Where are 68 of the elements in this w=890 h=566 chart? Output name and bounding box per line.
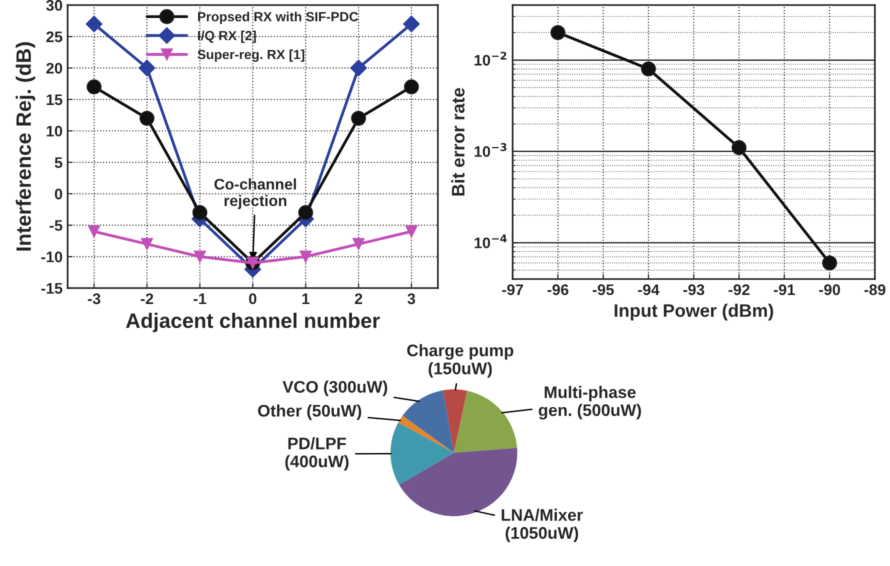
slice-label: Multi-phase gen. (500uW) xyxy=(538,386,641,420)
point xyxy=(140,110,154,126)
pie-slice xyxy=(390,422,454,485)
y-tick-label: 5 xyxy=(54,157,62,168)
point xyxy=(86,16,102,32)
point xyxy=(88,225,100,238)
y-tick-label: 10$^{−4}$ xyxy=(474,234,507,248)
x-axis-title: Input Power (dBm) xyxy=(614,304,774,321)
legend-label: Propsed RX with SIF-PDC xyxy=(198,12,358,24)
legend-label: Super-reg. RX [1] xyxy=(198,49,304,62)
point xyxy=(732,140,746,156)
point xyxy=(352,238,365,250)
point xyxy=(350,60,367,76)
point xyxy=(550,25,566,40)
point xyxy=(298,205,314,220)
x-tick-label: -95 xyxy=(592,284,614,296)
point xyxy=(140,238,154,250)
point xyxy=(403,16,420,32)
point xyxy=(194,250,206,263)
point xyxy=(822,255,838,270)
x-tick-label: -92 xyxy=(728,284,750,296)
pie-slice xyxy=(442,389,468,453)
x-tick-label: -2 xyxy=(140,293,154,304)
legend-label: I/Q RX [2] xyxy=(198,30,256,43)
point xyxy=(138,60,156,76)
y-axis-title: Bit error rate xyxy=(451,88,465,196)
y-tick-label: -5 xyxy=(50,220,62,231)
point xyxy=(300,250,312,263)
slice-label: Charge pump (150uW) xyxy=(407,344,514,378)
slice-label: VCO (300uW) xyxy=(282,380,388,396)
point xyxy=(86,79,102,94)
pie-slice xyxy=(398,416,454,453)
point xyxy=(404,79,419,94)
y-tick-label: 20 xyxy=(46,62,62,74)
y-tick-label: 25 xyxy=(46,31,62,42)
y-tick-label: 10 xyxy=(46,126,62,137)
x-tick-label: -89 xyxy=(864,284,886,296)
slice-label: Other (50uW) xyxy=(258,404,362,420)
annotation: Co-channel rejection xyxy=(214,178,296,210)
y-tick-label: 10$^{−2}$ xyxy=(474,52,506,66)
x-tick-label: -90 xyxy=(819,284,840,296)
y-tick-label: 0 xyxy=(54,188,62,200)
x-tick-label: 2 xyxy=(354,293,362,304)
y-axis-title: Interference Rej. (dB) xyxy=(16,42,36,251)
x-axis-title: Adjacent channel number xyxy=(126,312,380,332)
x-tick-label: -3 xyxy=(88,293,100,304)
x-tick-label: 1 xyxy=(302,294,310,304)
point xyxy=(351,110,366,126)
y-tick-label: 10$^{−3}$ xyxy=(474,143,506,157)
x-tick-label: -94 xyxy=(638,284,660,296)
x-tick-label: -1 xyxy=(194,294,206,304)
point xyxy=(405,225,418,238)
y-tick-label: 30 xyxy=(46,0,62,11)
y-tick-label: -10 xyxy=(41,252,62,262)
point xyxy=(192,205,208,220)
x-tick-label: -93 xyxy=(683,284,704,296)
pie-slice xyxy=(454,390,518,453)
point xyxy=(641,61,656,76)
y-tick-label: 15 xyxy=(46,94,62,106)
x-tick-label: -96 xyxy=(547,284,568,296)
x-tick-label: 3 xyxy=(408,293,416,304)
x-tick-label: -97 xyxy=(502,284,524,296)
x-tick-label: 0 xyxy=(249,293,256,304)
y-tick-label: -15 xyxy=(41,283,62,294)
pie-slice xyxy=(402,390,454,453)
x-tick-label: -91 xyxy=(774,284,795,296)
slice-label: LNA/Mixer (1050uW) xyxy=(502,508,583,542)
slice-label: PD/LPF (400uW) xyxy=(285,437,348,471)
